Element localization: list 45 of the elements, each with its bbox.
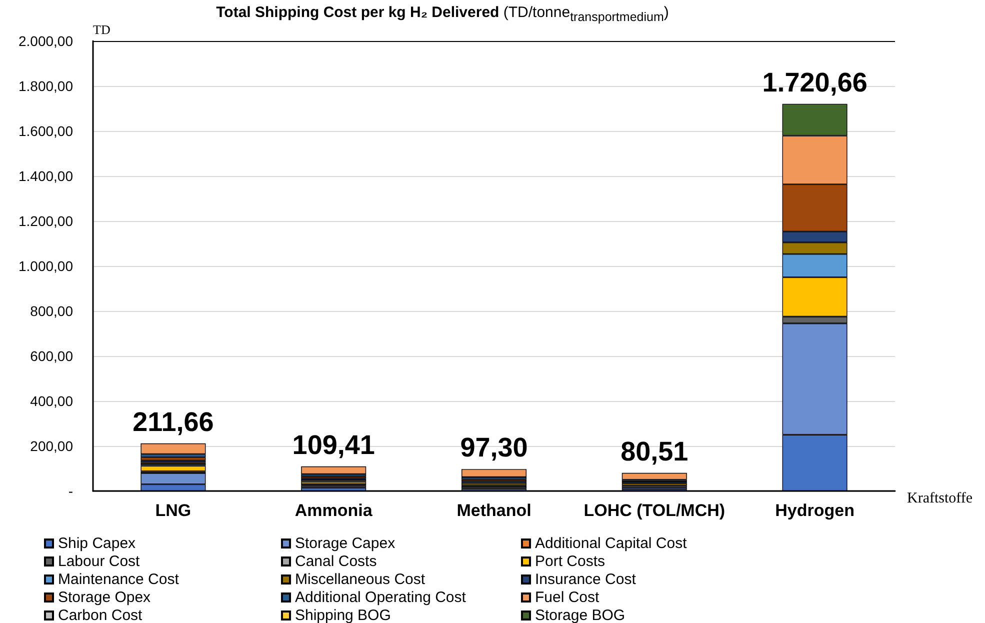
bar <box>140 457 206 460</box>
legend-label: Storage Capex <box>295 535 396 552</box>
legend-label: Carbon Cost <box>58 607 144 623</box>
legend-label: Storage BOG <box>535 607 626 623</box>
y-tick-label: 800,00 <box>30 303 74 319</box>
total-label: 109,41 <box>292 430 375 460</box>
legend-label: Port Costs <box>535 553 606 570</box>
y-axis-title: TD <box>93 22 110 37</box>
y-tick-label: - <box>68 483 74 499</box>
total-label: 97,30 <box>460 432 528 463</box>
legend-label: Shipping BOG <box>295 607 391 623</box>
x-tick-label: Hydrogen <box>775 501 854 520</box>
x-tick-label: Ammonia <box>294 501 373 520</box>
x-tick-label: LNG <box>155 501 192 520</box>
legend-label: Miscellaneous Cost <box>295 571 426 588</box>
bar <box>301 466 366 474</box>
legend-label: Insurance Cost <box>535 571 637 588</box>
y-tick-label: 1.400,00 <box>18 168 74 184</box>
legend-label: Labour Cost <box>58 553 141 570</box>
legend-label: Additional Operating Cost <box>295 589 467 606</box>
legend-label: Ship Capex <box>58 535 136 552</box>
x-axis-title: Kraftstoffe <box>907 490 973 506</box>
legend-label: Canal Costs <box>295 553 377 570</box>
y-tick-label: 1.600,00 <box>18 123 74 139</box>
y-tick-label: 600,00 <box>30 348 74 364</box>
legend-label: Fuel Cost <box>535 589 600 606</box>
y-tick-label: 400,00 <box>30 393 74 409</box>
bar <box>622 472 687 480</box>
y-tick-label: 2.000,00 <box>18 33 74 49</box>
y-tick-label: 1.200,00 <box>18 213 74 229</box>
bar <box>140 466 206 472</box>
total-label: 80,51 <box>620 436 688 466</box>
total-label: 211,66 <box>132 406 214 437</box>
bar <box>462 469 526 478</box>
bar <box>140 443 206 454</box>
chart-title: Total Shipping Cost per kg H₂ Delivered (TD/tonne$_{transportmedium}$) <box>216 4 669 24</box>
y-tick-label: 1.000,00 <box>18 258 74 274</box>
y-tick-label: 200,00 <box>30 438 74 454</box>
x-tick-label: Methanol <box>456 501 532 520</box>
legend-label: Additional Capital Cost <box>535 535 688 552</box>
total-label: 1.720,66 <box>762 67 868 98</box>
y-tick-label: 1.800,00 <box>18 78 74 94</box>
x-tick-label: LOHC (TOL/MCH) <box>584 501 726 520</box>
legend-label: Storage Opex <box>58 589 152 606</box>
legend-label: Maintenance Cost <box>58 571 180 588</box>
